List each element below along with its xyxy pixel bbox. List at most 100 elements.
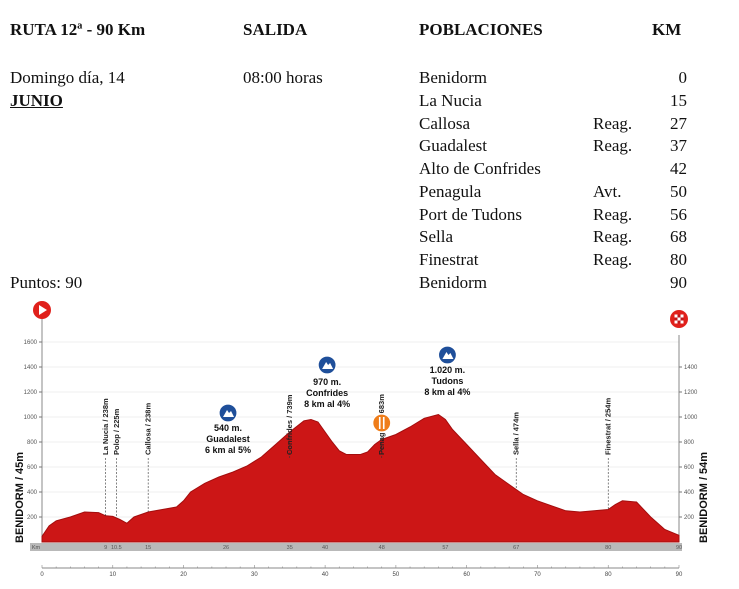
- town-row: Penagula Avt. 50: [0, 182, 739, 204]
- town-name: Finestrat: [419, 250, 479, 269]
- town-km: 0: [678, 68, 688, 87]
- km-band-label: 26: [223, 545, 229, 551]
- town-name: Guadalest: [419, 136, 487, 155]
- x-tick-label: 0: [40, 572, 44, 578]
- checker-square: [677, 320, 681, 324]
- y-tick-label-right: 200: [684, 515, 695, 521]
- checker-square: [677, 314, 681, 318]
- y-tick-label-left: 600: [27, 465, 38, 471]
- x-tick-label: 30: [251, 572, 258, 578]
- start-marker-arrow: [39, 305, 47, 315]
- mountain-climb-icon: [317, 355, 337, 375]
- poi-label: La Nucia / 238m: [101, 398, 110, 455]
- checker-square: [677, 317, 681, 321]
- km-header: KM: [652, 20, 682, 39]
- town-km: 42: [670, 159, 687, 178]
- town-name: La Nucia: [419, 91, 482, 110]
- y-tick-label-left: 1400: [24, 365, 38, 371]
- y-tick-label-left: 1600: [24, 340, 38, 346]
- town-row: Callosa Reag. 27: [0, 114, 739, 136]
- y-tick-label-left: 400: [27, 490, 38, 496]
- town-note: Reag.: [593, 114, 633, 133]
- race-month: JUNIO: [10, 91, 63, 110]
- y-tick-label-right: 1000: [684, 415, 698, 421]
- poi-label: Confrides / 739m: [285, 394, 294, 455]
- checker-square: [674, 320, 678, 324]
- town-note: Reag.: [593, 205, 633, 224]
- x-tick-label: 40: [322, 572, 329, 578]
- checker-square: [674, 314, 678, 318]
- points-label: Puntos: 90: [10, 273, 83, 292]
- town-note: Reag.: [593, 136, 633, 155]
- km-band-label: 35: [287, 545, 293, 551]
- km-band-label: 9: [104, 545, 107, 551]
- km-band-label: 67: [513, 545, 519, 551]
- checker-square: [680, 317, 684, 321]
- x-tick-label: 80: [605, 572, 612, 578]
- y-tick-label-right: 800: [684, 440, 695, 446]
- y-tick-label-left: 1200: [24, 390, 38, 396]
- climb-label-line: 970 m.: [313, 377, 341, 387]
- x-tick-label: 60: [463, 572, 470, 578]
- town-note: Avt.: [593, 182, 622, 201]
- climb-label-line: 1.020 m.: [430, 365, 466, 375]
- x-tick-label: 70: [534, 572, 541, 578]
- town-km: 37: [670, 136, 687, 155]
- town-name: Penagula: [419, 182, 482, 201]
- y-tick-label-left: 1000: [24, 415, 38, 421]
- poi-label: Finestrat / 254m: [604, 398, 613, 455]
- town-km: 27: [670, 114, 687, 133]
- climb-label-line: Guadalest: [206, 434, 250, 444]
- town-km: 15: [670, 91, 687, 110]
- climb-label-line: 8 km al 4%: [424, 387, 470, 397]
- y-tick-label-right: 1200: [684, 390, 698, 396]
- town-km: 80: [670, 250, 687, 269]
- elevation-profile-area: [41, 413, 680, 543]
- x-tick-label: 10: [109, 572, 116, 578]
- x-tick-label: 20: [180, 572, 187, 578]
- town-name: Sella: [419, 227, 453, 246]
- town-km: 56: [670, 205, 687, 224]
- km-band-label: 90: [676, 545, 682, 551]
- mountain-climb-icon: [218, 403, 238, 423]
- town-name: Port de Tudons: [419, 205, 522, 224]
- x-tick-label: 50: [393, 572, 400, 578]
- town-row: La Nucia 15: [0, 91, 739, 113]
- y-tick-label-left: 200: [27, 515, 38, 521]
- climb-badge-glyph: [442, 352, 454, 359]
- play-circle-icon: [33, 301, 51, 319]
- km-band: [30, 543, 682, 551]
- town-row: Port de Tudons Reag. 56: [0, 205, 739, 227]
- elevation-profile-chart: 2004006008001000120014001600200400600800…: [14, 301, 710, 578]
- checker-square: [680, 314, 684, 318]
- town-name: Callosa: [419, 114, 470, 133]
- y-tick-label-left: 800: [27, 440, 38, 446]
- climb-label-line: Confrides: [306, 388, 348, 398]
- town-row: Finestrat Reag. 80: [0, 250, 739, 272]
- departure-time: 08:00 horas: [243, 68, 323, 87]
- town-row: Benidorm 90: [0, 273, 739, 295]
- poi-label: Callosa / 238m: [144, 403, 153, 455]
- town-name: Benidorm: [419, 273, 487, 292]
- km-band-label: 80: [605, 545, 611, 551]
- town-name: Alto de Confrides: [419, 159, 541, 178]
- km-band-label: 40: [322, 545, 328, 551]
- climb-label-line: 6 km al 5%: [205, 445, 251, 455]
- town-row: Sella Reag. 68: [0, 227, 739, 249]
- mountain-climb-icon: [437, 345, 458, 365]
- checkered-flag-icon: [670, 310, 688, 328]
- checker-square: [674, 317, 678, 321]
- town-row: Benidorm 0: [0, 68, 739, 90]
- poi-label: Sella / 474m: [512, 412, 521, 455]
- finish-elevation-label: BENIDORM / 54m: [698, 452, 710, 543]
- climb-label-line: 8 km al 4%: [304, 399, 350, 409]
- town-note: Reag.: [593, 227, 633, 246]
- y-tick-label-right: 600: [684, 465, 695, 471]
- km-band-label: 57: [442, 545, 448, 551]
- town-km: 90: [670, 273, 687, 292]
- x-tick-label: 90: [676, 572, 683, 578]
- towns-header: POBLACIONES: [419, 20, 543, 39]
- poi-label: Polop / 225m: [112, 408, 121, 455]
- town-row: Guadalest Reag. 37: [0, 136, 739, 158]
- town-row: Alto de Confrides 42: [0, 159, 739, 181]
